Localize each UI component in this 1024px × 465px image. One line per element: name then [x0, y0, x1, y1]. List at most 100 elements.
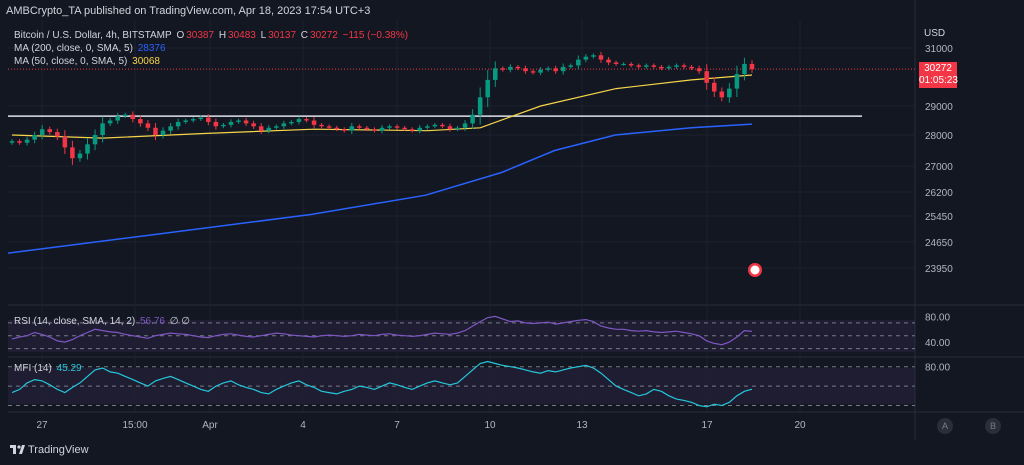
candle-body	[734, 74, 740, 89]
legend-low: 30137	[268, 30, 297, 41]
publisher-line: AMBCrypto_TA published on TradingView.co…	[6, 5, 371, 17]
mfi-line	[11, 360, 753, 408]
legend-close: 30272	[310, 30, 338, 41]
last-price: 30272	[924, 63, 952, 74]
time-tick-label: 15:00	[122, 420, 147, 431]
candle-body	[47, 129, 53, 133]
event-flag-icon-inner	[750, 265, 760, 275]
candle-body	[349, 126, 355, 131]
candle-body	[402, 127, 407, 130]
candle-body	[24, 139, 30, 143]
candle-body	[213, 121, 219, 127]
rsi-tick-label: 80.00	[925, 312, 950, 323]
candle-body	[500, 68, 506, 70]
candle-body	[243, 120, 249, 124]
time-tick-label: 4	[300, 420, 306, 431]
candle-body	[379, 127, 385, 131]
candle-body	[545, 68, 551, 70]
legend-high: 30483	[228, 30, 256, 41]
candle-body	[160, 130, 166, 135]
candle-body	[221, 124, 226, 127]
candle-body	[123, 114, 128, 117]
legend-close-label: C	[300, 30, 309, 41]
candle-body	[455, 127, 460, 130]
candle-body	[296, 119, 302, 122]
legend-low-label: L	[260, 30, 267, 41]
candle-body	[689, 66, 694, 69]
bar-countdown: 01:05:23	[919, 75, 958, 86]
legend-ma200-row: MA (200, close, 0, SMA, 5) 28376	[14, 43, 168, 54]
candle-body	[100, 123, 105, 135]
candle-body	[659, 66, 664, 69]
candle-body	[130, 114, 136, 120]
candle-body	[719, 91, 725, 98]
legend-change: −115 (−0.38%)	[342, 30, 409, 41]
candle-body	[357, 126, 362, 128]
mfi-legend: MFI (14) 45.29	[14, 363, 84, 374]
candle-body	[696, 68, 702, 72]
candle-body	[341, 129, 347, 131]
candle-body	[553, 68, 558, 72]
legend-ma200-value: 28376	[137, 43, 166, 54]
time-tick-label: 27	[36, 420, 48, 431]
candle-body	[477, 97, 483, 115]
mfi-tick-label: 80.00	[925, 363, 950, 374]
candle-body	[613, 62, 619, 64]
candle-body	[9, 141, 15, 143]
legend-open-label: O	[176, 30, 185, 41]
candle-body	[432, 124, 438, 127]
candle-body	[576, 59, 581, 66]
candle-body	[198, 117, 204, 120]
candle-body	[674, 65, 679, 67]
candle-body	[523, 68, 528, 72]
candle-body	[311, 120, 317, 125]
time-tick-label: 13	[576, 420, 588, 431]
candle-body	[251, 123, 256, 127]
candle-body	[621, 63, 626, 65]
candle-body	[666, 66, 672, 69]
price-tick-label: 26200	[925, 188, 953, 199]
legend-ma50-value: 30068	[132, 56, 160, 67]
candle-body	[115, 116, 120, 121]
time-tick-label: 10	[484, 420, 496, 431]
candle-body	[39, 129, 45, 135]
candle-body	[409, 129, 415, 131]
candle-body	[462, 123, 468, 128]
candle-body	[17, 141, 22, 143]
candle-body	[711, 82, 717, 92]
candle-body	[364, 127, 370, 130]
candle-body	[440, 124, 445, 127]
candle-body	[394, 126, 400, 128]
legend-open: 30387	[186, 30, 215, 41]
tradingview-logo: TradingView	[10, 444, 89, 456]
candle-body	[742, 63, 747, 75]
candle-body	[85, 144, 90, 154]
candle-body	[168, 126, 173, 131]
candle-body	[145, 123, 151, 128]
candle-body	[92, 135, 98, 145]
candle-body	[62, 136, 68, 148]
legend-ma50-label: MA (50, close, 0, SMA, 5)	[14, 56, 128, 67]
candle-body	[538, 69, 543, 73]
last-price-badge: 30272 01:05:23	[919, 62, 958, 88]
candle-body	[591, 55, 596, 57]
auto-scale-button[interactable]: A	[937, 418, 953, 434]
price-tick-label: 24650	[925, 238, 953, 249]
rsi-legend: RSI (14, close, SMA, 14, 2) 56.76 ∅ ∅	[14, 316, 192, 327]
tradingview-logo-icon	[10, 445, 25, 454]
candle-body	[493, 68, 498, 80]
log-scale-button[interactable]: B	[985, 418, 1001, 434]
candle-body	[107, 120, 113, 124]
candle-body	[583, 56, 589, 60]
candle-body	[447, 126, 453, 130]
ma50-line	[11, 74, 753, 139]
candle-body	[206, 117, 211, 122]
candle-body	[236, 120, 241, 122]
price-tick-label: 27000	[925, 162, 953, 173]
legend-ma200-label: MA (200, close, 0, SMA, 5)	[14, 43, 133, 54]
candle-body	[530, 71, 536, 73]
mfi-value: 45.29	[56, 363, 82, 374]
candle-body	[628, 63, 634, 66]
candle-body	[319, 124, 324, 127]
